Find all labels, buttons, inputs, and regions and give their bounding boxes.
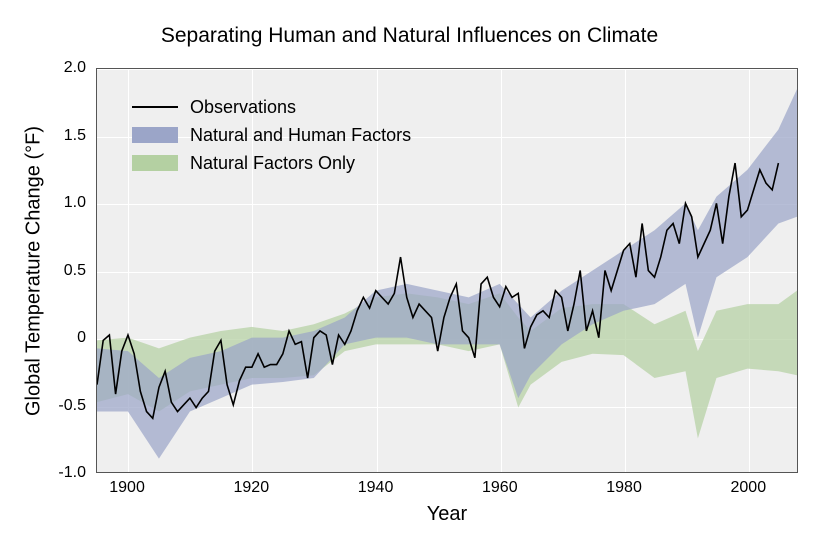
x-tick-label: 1940 [358,479,394,497]
legend-item: Natural Factors Only [132,151,411,175]
legend-swatch [132,155,178,171]
legend: Observations Natural and Human Factors Nat… [132,95,411,179]
legend-swatch [132,106,178,108]
x-tick-label: 1920 [234,479,270,497]
y-tick-label: 1.0 [64,194,86,212]
x-tick-label: 1960 [482,479,518,497]
x-tick-label: 1980 [606,479,642,497]
y-tick-label: 0.5 [64,262,86,280]
y-tick-label: -1.0 [58,464,86,482]
legend-item: Observations [132,95,411,119]
y-tick-label: 0 [77,329,86,347]
y-tick-label: 1.5 [64,127,86,145]
legend-label: Observations [190,97,296,118]
legend-label: Natural and Human Factors [190,125,411,146]
legend-item: Natural and Human Factors [132,123,411,147]
y-tick-label: 2.0 [64,59,86,77]
x-axis-label: Year [427,503,467,526]
legend-swatch [132,127,178,143]
legend-label: Natural Factors Only [190,153,355,174]
grid-line-horizontal [97,474,797,475]
chart-title: Separating Human and Natural Influences … [0,24,819,48]
y-tick-label: -0.5 [58,397,86,415]
x-tick-label: 2000 [731,479,767,497]
y-axis-label: Global Temperature Change (°F) [23,126,46,416]
x-tick-label: 1900 [109,479,145,497]
